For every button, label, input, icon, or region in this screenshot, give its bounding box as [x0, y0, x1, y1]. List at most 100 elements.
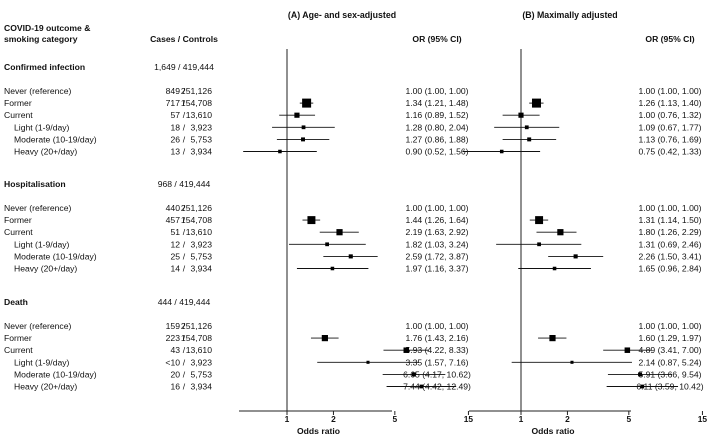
- point-estimate-b-0-4: [527, 137, 532, 142]
- point-estimate-b-2-2: [624, 347, 631, 353]
- cases-controls-header: Cases / Controls: [150, 34, 218, 44]
- row-cases-0-0: 849: [166, 86, 181, 96]
- or-text-a-2-1: 1.76 (1.43, 2.16): [405, 333, 468, 343]
- point-estimate-b-0-2: [518, 112, 524, 118]
- row-cases-1-3: 12: [170, 239, 180, 249]
- row-slash-1-5: /: [183, 264, 186, 274]
- point-estimate-a-1-2: [336, 229, 343, 236]
- row-cases-2-1: 223: [166, 333, 181, 343]
- row-controls-0-4: 5,753: [190, 134, 212, 144]
- or-header-b: OR (95% CI): [645, 34, 694, 44]
- point-estimate-b-2-5: [640, 384, 645, 389]
- x-tick-label-b-3: 15: [698, 414, 708, 424]
- row-controls-1-3: 3,923: [190, 239, 212, 249]
- or-text-b-2-1: 1.60 (1.29, 1.97): [638, 333, 701, 343]
- row-controls-2-0: 251,126: [181, 321, 212, 331]
- point-estimate-a-1-4: [348, 254, 353, 259]
- or-text-b-0-0: 1.00 (1.00, 1.00): [638, 86, 701, 96]
- or-text-b-0-4: 1.13 (0.76, 1.69): [638, 134, 701, 144]
- row-label-2-4: Moderate (10-19/day): [14, 369, 97, 379]
- point-estimate-a-0-5: [278, 149, 282, 154]
- panel-title-a: (A) Age- and sex-adjusted: [288, 10, 396, 20]
- row-cases-0-4: 26: [170, 134, 180, 144]
- row-slash-2-3: /: [183, 357, 186, 367]
- x-tick-label-b-1: 2: [565, 414, 570, 424]
- point-estimate-a-1-5: [330, 266, 335, 271]
- point-estimate-b-0-5: [499, 149, 504, 154]
- row-label-0-3: Light (1-9/day): [14, 122, 70, 132]
- group-cases-controls-0: 1,649 / 419,444: [154, 62, 214, 72]
- row-cases-1-1: 457: [166, 215, 181, 225]
- row-controls-2-4: 5,753: [190, 369, 212, 379]
- group-title-0: Confirmed infection: [4, 62, 85, 72]
- point-estimate-a-1-1: [307, 216, 316, 225]
- point-estimate-b-1-1: [535, 216, 544, 225]
- row-label-0-4: Moderate (10-19/day): [14, 134, 97, 144]
- or-text-b-1-5: 1.65 (0.96, 2.84): [638, 264, 701, 274]
- row-slash-2-2: /: [183, 345, 186, 355]
- x-axis-label-b: Odds ratio: [532, 426, 575, 436]
- row-controls-0-2: 13,610: [186, 110, 213, 120]
- point-estimate-b-0-1: [531, 98, 541, 108]
- row-slash-0-0: /: [183, 86, 186, 96]
- or-text-a-2-2: 5.93 (4.22, 8.33): [405, 345, 468, 355]
- row-cases-0-1: 717: [166, 98, 181, 108]
- outcome-header-line2: smoking category: [4, 34, 78, 44]
- row-slash-1-0: /: [183, 203, 186, 213]
- row-cases-1-0: 440: [166, 203, 181, 213]
- row-controls-1-4: 5,753: [190, 251, 212, 261]
- point-estimate-b-1-2: [557, 229, 564, 236]
- x-axis-label-a: Odds ratio: [297, 426, 340, 436]
- x-tick-label-a-2: 5: [392, 414, 397, 424]
- or-text-a-1-5: 1.97 (1.16, 3.37): [405, 264, 468, 274]
- group-title-1: Hospitalisation: [4, 179, 66, 189]
- or-text-a-2-0: 1.00 (1.00, 1.00): [405, 321, 468, 331]
- point-estimate-b-1-5: [552, 266, 557, 271]
- x-tick-label-b-2: 5: [626, 414, 631, 424]
- row-label-1-2: Current: [4, 227, 33, 237]
- point-estimate-b-1-4: [573, 254, 578, 259]
- or-text-a-1-3: 1.82 (1.03, 3.24): [405, 239, 468, 249]
- point-estimate-a-2-2: [403, 347, 410, 353]
- or-header-a: OR (95% CI): [412, 34, 461, 44]
- or-text-b-2-3: 2.14 (0.87, 5.24): [638, 357, 701, 367]
- row-cases-2-2: 43: [170, 345, 180, 355]
- row-controls-2-1: 154,708: [181, 333, 212, 343]
- or-text-b-1-3: 1.31 (0.69, 2.46): [638, 239, 701, 249]
- row-cases-0-5: 13: [170, 147, 180, 157]
- row-controls-0-5: 3,934: [190, 147, 212, 157]
- group-title-2: Death: [4, 297, 28, 307]
- row-cases-2-5: 16: [170, 382, 180, 392]
- row-label-2-0: Never (reference): [4, 321, 71, 331]
- row-controls-2-3: 3,923: [190, 357, 212, 367]
- point-estimate-b-0-3: [524, 125, 529, 130]
- row-cases-1-5: 14: [170, 264, 180, 274]
- point-estimate-a-0-4: [301, 137, 305, 142]
- point-estimate-a-0-1: [302, 98, 312, 108]
- or-text-b-2-0: 1.00 (1.00, 1.00): [638, 321, 701, 331]
- row-label-1-0: Never (reference): [4, 203, 71, 213]
- point-estimate-b-2-3: [570, 360, 574, 364]
- point-estimate-b-2-4: [638, 372, 643, 377]
- x-tick-label-a-0: 1: [285, 414, 290, 424]
- row-slash-2-1: /: [183, 333, 186, 343]
- or-text-a-0-4: 1.27 (0.86, 1.88): [405, 134, 468, 144]
- panel-title-b: (B) Maximally adjusted: [522, 10, 617, 20]
- x-tick-label-a-3: 15: [464, 414, 474, 424]
- row-slash-2-0: /: [183, 321, 186, 331]
- row-controls-2-2: 13,610: [186, 345, 213, 355]
- point-estimate-a-2-5: [419, 384, 424, 389]
- x-tick-label-b-0: 1: [519, 414, 524, 424]
- row-label-2-5: Heavy (20+/day): [14, 382, 77, 392]
- row-controls-1-1: 154,708: [181, 215, 212, 225]
- row-controls-1-5: 3,934: [190, 264, 212, 274]
- row-label-0-0: Never (reference): [4, 86, 71, 96]
- row-cases-1-2: 51: [170, 227, 180, 237]
- row-label-2-2: Current: [4, 345, 33, 355]
- or-text-b-1-4: 2.26 (1.50, 3.41): [638, 251, 701, 261]
- or-text-a-1-4: 2.59 (1.72, 3.87): [405, 251, 468, 261]
- row-label-1-5: Heavy (20+/day): [14, 264, 77, 274]
- point-estimate-b-2-1: [549, 335, 556, 342]
- row-slash-2-5: /: [183, 382, 186, 392]
